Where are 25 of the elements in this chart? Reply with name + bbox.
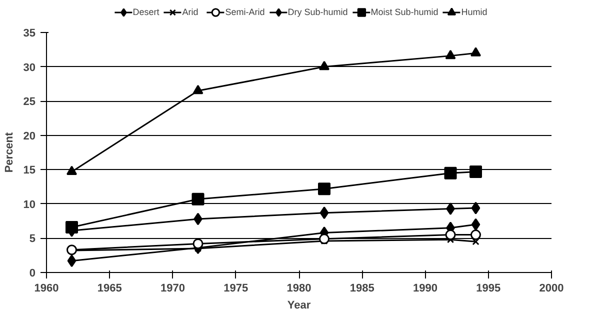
x-tick-label: 1965 <box>97 282 122 294</box>
legend-label: Humid <box>461 7 488 17</box>
y-tick-label: 10 <box>23 198 36 211</box>
x-tick-label: 1995 <box>476 282 501 294</box>
x-tick-label: 1960 <box>34 282 59 294</box>
legend-label: Desert <box>132 7 160 17</box>
y-tick-label: 15 <box>23 164 36 177</box>
legend-label: Semi-Arid <box>225 7 265 17</box>
legend-label: Arid <box>182 7 200 17</box>
x-axis-title: Year <box>287 300 312 312</box>
legend-label: Dry Sub-humid <box>288 7 348 17</box>
x-tick-label: 1970 <box>160 282 185 294</box>
x-tick-label: 2000 <box>539 282 564 294</box>
x-tick-label: 1985 <box>350 282 374 294</box>
x-tick-label: 1980 <box>286 282 312 294</box>
y-tick-label: 20 <box>23 130 36 142</box>
x-tick-label: 1975 <box>224 282 248 294</box>
x-tick-label: 1990 <box>413 282 438 294</box>
y-tick-label: 5 <box>29 233 36 246</box>
y-tick-label: 0 <box>29 268 36 280</box>
y-tick-label: 30 <box>23 62 36 74</box>
y-axis-title: Percent <box>3 132 16 173</box>
y-tick-label: 25 <box>23 96 36 108</box>
y-tick-label: 35 <box>23 28 36 40</box>
legend-label: Moist Sub-humid <box>370 7 438 17</box>
